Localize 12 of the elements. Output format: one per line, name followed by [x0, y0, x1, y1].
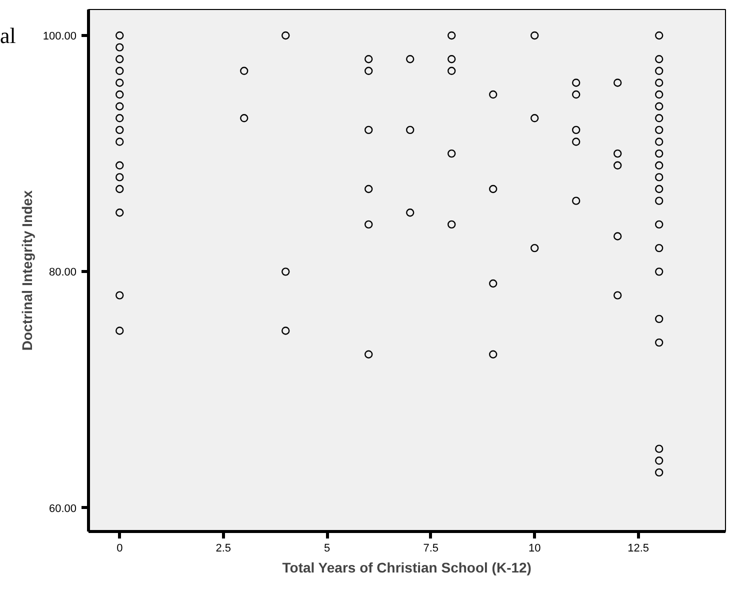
x-tick-label: 5: [324, 542, 330, 554]
y-tick-label: 80.00: [48, 266, 77, 279]
x-tick-label: 2.5: [216, 542, 232, 554]
y-axis-title: Doctrinal Integrity Index: [18, 190, 35, 351]
x-tick-label: 0: [116, 542, 123, 554]
text: al: [0, 22, 16, 50]
y-tick-label: 60.00: [48, 502, 77, 515]
x-tick-label: 10: [528, 542, 541, 554]
x-axis-title: Total Years of Christian School (K-12): [282, 560, 532, 576]
x-tick-label: 12.5: [628, 542, 650, 554]
y-tick-label: 100.00: [42, 30, 77, 42]
x-tick-label: 7.5: [423, 542, 439, 554]
